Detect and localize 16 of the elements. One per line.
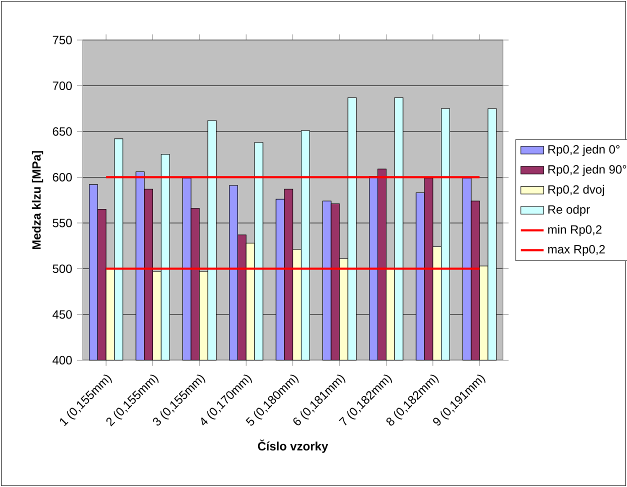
legend-label: min Rp0,2	[548, 225, 602, 236]
legend-label: Re odpr	[548, 204, 590, 216]
legend-label: Rp0,2 jedn 90°	[548, 164, 626, 176]
y-tick-label: 650	[52, 127, 72, 136]
legend-label: max Rp0,2	[548, 245, 605, 256]
y-tick-label: 750	[52, 36, 72, 44]
y-tick-label: 400	[52, 356, 72, 364]
y-tick-label: 600	[52, 173, 72, 182]
y-axis-title: Medza klzu [MPa]	[32, 151, 44, 250]
legend-label: Rp0,2 jedn 0°	[548, 144, 620, 156]
legend-label: Rp0,2 dvoj	[548, 184, 604, 196]
y-tick-label: 450	[52, 310, 72, 319]
y-tick-label: 550	[52, 218, 72, 228]
x-axis-title: Číslo vzorky	[258, 440, 328, 453]
y-tick-label: 700	[52, 82, 72, 90]
y-tick-label: 500	[52, 264, 72, 274]
